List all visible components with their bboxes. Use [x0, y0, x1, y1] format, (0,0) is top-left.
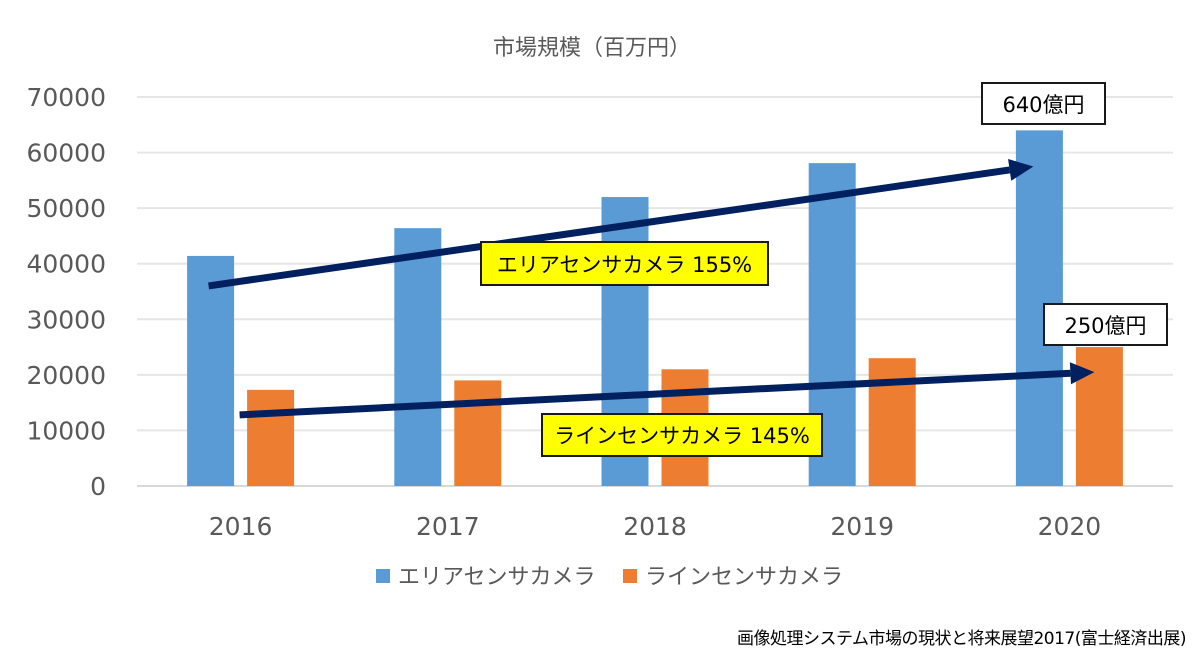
x-tick-label: 2018 — [623, 512, 687, 541]
y-tick-label: 30000 — [26, 305, 106, 334]
bar-area-2016 — [187, 255, 235, 486]
x-tick-label: 2017 — [416, 512, 480, 541]
y-tick-label: 20000 — [26, 361, 106, 390]
bar-line-2017 — [454, 380, 502, 486]
y-axis-ticks: 0 10000 20000 30000 40000 50000 60000 70000 — [26, 83, 106, 501]
trend-arrows — [208, 159, 1095, 419]
legend-swatch — [376, 569, 390, 583]
bar-line-2019 — [868, 358, 916, 486]
x-tick-label: 2020 — [1038, 512, 1102, 541]
legend: エリアセンサカメラ ラインセンサカメラ — [376, 565, 843, 590]
legend-item: ラインセンサカメラ — [623, 565, 843, 590]
y-tick-label: 40000 — [26, 250, 106, 279]
arrow-shaft — [239, 369, 1071, 419]
x-tick-label: 2019 — [830, 512, 894, 541]
y-tick-label: 70000 — [26, 83, 106, 112]
trend-arrow-area — [208, 159, 1034, 290]
bar-area-2017 — [394, 228, 442, 487]
trend-arrow-line — [239, 362, 1095, 419]
area-growth-callout: エリアセンサカメラ 155% — [480, 241, 769, 286]
y-tick-label: 0 — [90, 472, 106, 501]
x-axis-ticks: 2016 2017 2018 2019 2020 — [209, 512, 1101, 541]
chart-title: 市場規模（百万円） — [493, 36, 691, 61]
source-note: 画像処理システム市場の現状と将来展望2017(富士経済出展) — [736, 629, 1187, 649]
line-2020-value-callout: 250億円 — [1043, 303, 1168, 346]
area-2020-value-callout: 640億円 — [981, 82, 1106, 125]
legend-label: ラインセンサカメラ — [645, 565, 843, 590]
legend-label: エリアセンサカメラ — [398, 565, 596, 590]
legend-swatch — [623, 569, 637, 583]
y-tick-label: 50000 — [26, 194, 106, 223]
arrow-shaft — [208, 166, 1011, 290]
x-tick-label: 2016 — [209, 512, 273, 541]
bar-line-2016 — [247, 389, 295, 486]
arrow-head — [1008, 159, 1034, 181]
y-tick-label: 10000 — [26, 416, 106, 445]
legend-item: エリアセンサカメラ — [376, 565, 596, 590]
line-growth-callout: ラインセンサカメラ 145% — [541, 413, 823, 457]
y-tick-label: 60000 — [26, 139, 106, 168]
arrow-head — [1069, 362, 1095, 385]
